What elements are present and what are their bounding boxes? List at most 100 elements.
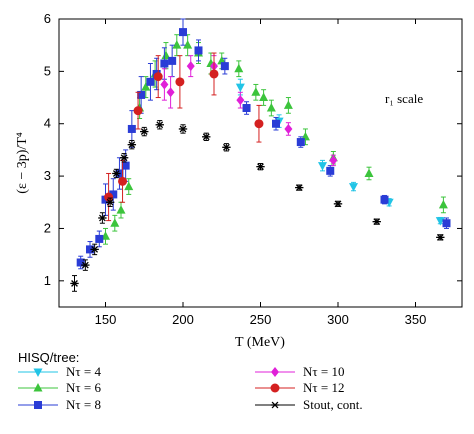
asterisk-stroke bbox=[257, 163, 264, 171]
data-point bbox=[186, 61, 195, 72]
asterisk-stroke bbox=[295, 184, 303, 192]
asterisk-stroke bbox=[223, 143, 230, 151]
data-point bbox=[166, 87, 175, 98]
data-point bbox=[172, 40, 182, 49]
data-point bbox=[209, 69, 219, 79]
asterisk-stroke bbox=[373, 218, 381, 226]
legend-marker bbox=[33, 383, 43, 392]
data-point bbox=[364, 168, 374, 177]
data-point bbox=[141, 82, 151, 91]
data-point bbox=[372, 218, 381, 226]
data-point bbox=[333, 200, 343, 208]
data-point bbox=[194, 46, 203, 55]
data-point bbox=[259, 92, 269, 102]
asterisk-stroke bbox=[112, 170, 120, 177]
legend-label: Nτ = 6 bbox=[66, 380, 101, 395]
x-tick-label: 300 bbox=[327, 312, 349, 327]
data-point bbox=[251, 87, 261, 96]
data-point bbox=[70, 280, 79, 287]
x-tick-label: 200 bbox=[172, 312, 194, 327]
y-tick-label: 3 bbox=[44, 168, 51, 183]
data-point bbox=[179, 28, 187, 37]
data-point bbox=[242, 104, 251, 113]
x-axis-label: T (MeV) bbox=[235, 335, 285, 350]
data-point bbox=[140, 128, 149, 135]
y-axis-label: (ε − 3p)/T⁴ bbox=[15, 132, 30, 194]
asterisk-stroke bbox=[179, 125, 187, 133]
data-point bbox=[234, 63, 244, 73]
data-point bbox=[266, 103, 276, 112]
data-point bbox=[168, 56, 177, 65]
legend-item-1: Nτ = 4 bbox=[18, 364, 101, 379]
data-point bbox=[109, 190, 118, 199]
data-point bbox=[380, 195, 389, 204]
legend-marker bbox=[33, 368, 43, 377]
data-point bbox=[76, 258, 85, 267]
series-5 bbox=[104, 52, 264, 222]
data-point bbox=[121, 161, 130, 170]
asterisk-stroke bbox=[99, 214, 106, 222]
x-tick-label: 150 bbox=[95, 312, 117, 327]
data-point bbox=[160, 79, 169, 90]
legend-label: Stout, cont. bbox=[303, 397, 363, 412]
data-point bbox=[284, 123, 293, 134]
data-point bbox=[318, 162, 327, 171]
y-tick-label: 2 bbox=[44, 220, 51, 235]
data-point bbox=[124, 181, 134, 191]
y-tick-label: 5 bbox=[44, 63, 51, 78]
data-point bbox=[349, 183, 358, 192]
legend-marker bbox=[270, 383, 280, 393]
asterisk-stroke bbox=[91, 246, 99, 253]
asterisk-stroke bbox=[128, 141, 136, 149]
legend-item-5: Nτ = 12 bbox=[255, 380, 344, 395]
legend-marker bbox=[34, 401, 42, 409]
data-point bbox=[236, 95, 245, 106]
asterisk-stroke bbox=[334, 200, 342, 208]
asterisk-stroke bbox=[140, 128, 148, 135]
data-point bbox=[202, 133, 211, 141]
x-tick-label: 350 bbox=[405, 312, 427, 327]
data-point bbox=[256, 163, 265, 171]
data-point bbox=[98, 214, 107, 222]
data-point bbox=[329, 155, 338, 166]
data-point bbox=[116, 205, 126, 214]
asterisk-stroke bbox=[202, 133, 210, 141]
data-point bbox=[118, 176, 128, 186]
data-point bbox=[153, 72, 163, 82]
data-point bbox=[220, 62, 229, 71]
data-point bbox=[283, 100, 293, 109]
data-point bbox=[254, 119, 264, 129]
data-point bbox=[127, 141, 137, 149]
legend-marker bbox=[271, 367, 279, 377]
legend-label: Nτ = 12 bbox=[303, 380, 344, 395]
legend-item-3: Nτ = 8 bbox=[18, 397, 101, 412]
data-point bbox=[175, 77, 185, 87]
legend-item-4: Nτ = 10 bbox=[255, 364, 344, 379]
data-point bbox=[104, 192, 114, 202]
asterisk-stroke bbox=[81, 261, 89, 269]
legend-item-2: Nτ = 6 bbox=[18, 380, 101, 395]
data-point bbox=[112, 170, 121, 177]
y-tick-label: 1 bbox=[44, 273, 51, 288]
legend-marker bbox=[270, 401, 280, 409]
data-point bbox=[183, 40, 193, 49]
data-point bbox=[160, 59, 169, 68]
data-point bbox=[110, 218, 120, 227]
data-point bbox=[436, 233, 445, 241]
data-point bbox=[95, 234, 104, 243]
asterisk-stroke bbox=[271, 401, 279, 409]
data-point bbox=[438, 199, 448, 209]
data-point bbox=[155, 121, 164, 129]
scale-annotation: r₁ scale bbox=[385, 91, 423, 106]
data-point bbox=[86, 245, 94, 254]
data-point bbox=[326, 166, 335, 175]
asterisk-stroke bbox=[120, 154, 128, 162]
legend-label: Nτ = 4 bbox=[66, 364, 101, 379]
legend-item-6: Stout, cont. bbox=[255, 397, 363, 412]
data-point bbox=[235, 83, 245, 93]
asterisk-stroke bbox=[156, 121, 164, 129]
data-point bbox=[295, 184, 304, 192]
series-6 bbox=[70, 120, 445, 292]
legend-label: Nτ = 8 bbox=[66, 397, 101, 412]
data-point bbox=[296, 138, 305, 147]
